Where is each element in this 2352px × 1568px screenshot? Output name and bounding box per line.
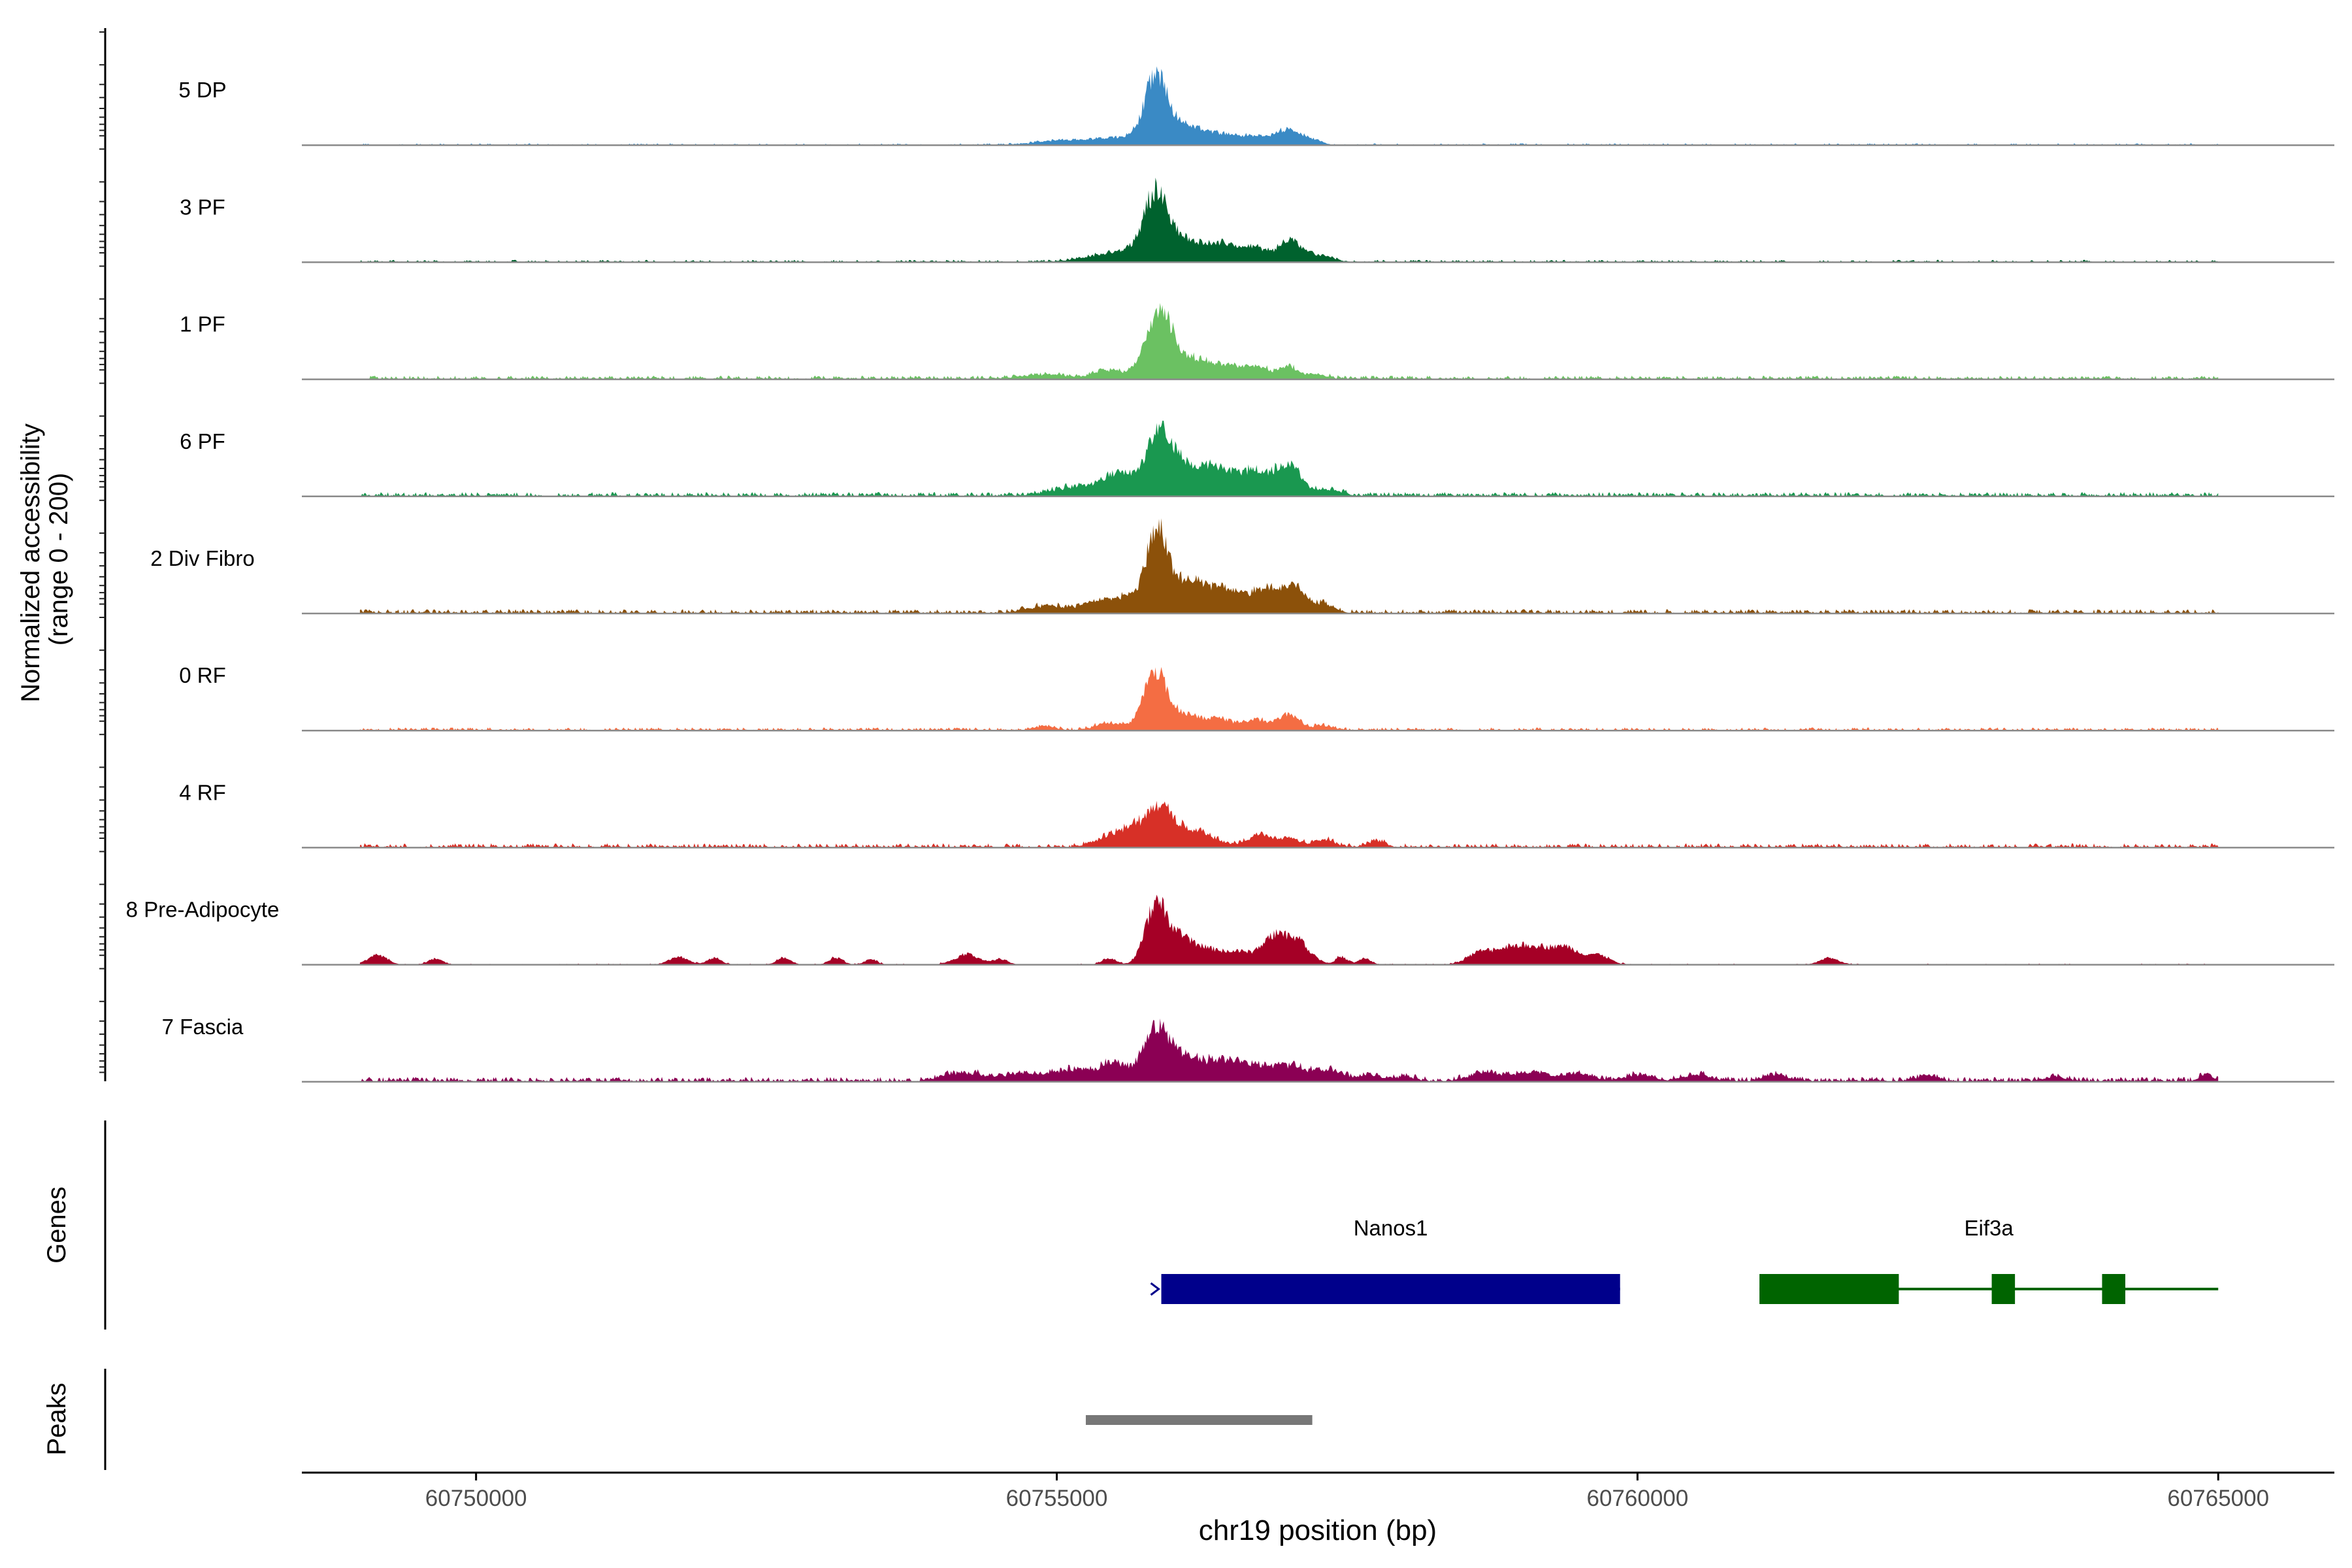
track-label: 5 DP bbox=[178, 78, 226, 102]
track-8-pre-adipocyte: 8 Pre-Adipocyte bbox=[126, 894, 2334, 966]
coverage-area bbox=[359, 518, 2219, 613]
coverage-y-axis: Normalized accessibility (range 0 - 200) bbox=[16, 28, 106, 1081]
track-0-rf: 0 RF bbox=[179, 663, 2334, 732]
y-axis-title-line2: (range 0 - 200) bbox=[44, 473, 73, 646]
coverage-area bbox=[359, 66, 2219, 146]
track-2-div-fibro: 2 Div Fibro bbox=[150, 518, 2334, 615]
track-label: 7 Fascia bbox=[162, 1015, 244, 1039]
peak-regions bbox=[1085, 1415, 1313, 1425]
track-5-dp: 5 DP bbox=[178, 66, 2334, 146]
track-7-fascia: 7 Fascia bbox=[162, 1015, 2334, 1083]
track-label: 3 PF bbox=[180, 195, 225, 219]
gene-label: Nanos1 bbox=[1354, 1216, 1428, 1240]
gene-exon bbox=[2102, 1274, 2126, 1304]
x-axis-title: chr19 position (bp) bbox=[1199, 1514, 1437, 1546]
peak-region bbox=[1085, 1415, 1313, 1425]
track-6-pf: 6 PF bbox=[180, 420, 2334, 498]
coverage-area bbox=[359, 302, 2219, 380]
coverage-y-axis-ticks bbox=[99, 31, 105, 1073]
coverage-area bbox=[359, 1018, 2219, 1082]
track-label: 0 RF bbox=[179, 663, 226, 687]
y-axis-title-line1: Normalized accessibility bbox=[16, 423, 45, 702]
coverage-area bbox=[359, 800, 2219, 848]
x-axis-tick-label: 60755000 bbox=[1006, 1486, 1108, 1511]
gene-label: Eif3a bbox=[1965, 1216, 2014, 1240]
genes-panel-label: Genes bbox=[42, 1186, 71, 1264]
coverage-area bbox=[359, 666, 2219, 731]
track-1-pf: 1 PF bbox=[180, 302, 2334, 380]
gene-nanos1: Nanos1 bbox=[1150, 1216, 1620, 1304]
gene-eif3a: Eif3a bbox=[1759, 1216, 2219, 1304]
y-axis-title: Normalized accessibility (range 0 - 200) bbox=[16, 416, 73, 702]
peaks-panel-label: Peaks bbox=[42, 1382, 71, 1455]
peaks-panel: Peaks bbox=[42, 1369, 1313, 1470]
strand-arrow-icon bbox=[1150, 1282, 1161, 1296]
gene-exon bbox=[1991, 1274, 2016, 1304]
gene-exon bbox=[1759, 1274, 1899, 1304]
coverage-tracks: 5 DP 3 PF 1 PF 6 PF 2 Div Fibro 0 RF 4 RF 8 Pre… bbox=[126, 66, 2334, 1083]
coverage-area bbox=[359, 420, 2219, 497]
x-axis-tick-label: 60760000 bbox=[1587, 1486, 1689, 1511]
coverage-area bbox=[359, 177, 2219, 263]
genes-panel: Genes Nanos1 Eif3a bbox=[42, 1120, 2219, 1330]
track-3-pf: 3 PF bbox=[180, 177, 2334, 263]
track-label: 6 PF bbox=[180, 429, 225, 453]
x-axis-tick-label: 60765000 bbox=[2167, 1486, 2269, 1511]
gene-annotations: Nanos1 Eif3a bbox=[1150, 1216, 2219, 1304]
x-axis: 60750000 60755000 60760000 60765000 chr19 p… bbox=[302, 1471, 2334, 1546]
track-4-rf: 4 RF bbox=[179, 780, 2334, 849]
gene-exon bbox=[1161, 1274, 1620, 1304]
track-label: 4 RF bbox=[179, 780, 226, 804]
track-label: 8 Pre-Adipocyte bbox=[126, 898, 280, 922]
x-axis-tick-label: 60750000 bbox=[425, 1486, 527, 1511]
coverage-area bbox=[359, 894, 2219, 965]
track-label: 1 PF bbox=[180, 312, 225, 336]
track-label: 2 Div Fibro bbox=[150, 546, 255, 570]
x-axis-ticks: 60750000 60755000 60760000 60765000 bbox=[425, 1473, 2269, 1511]
